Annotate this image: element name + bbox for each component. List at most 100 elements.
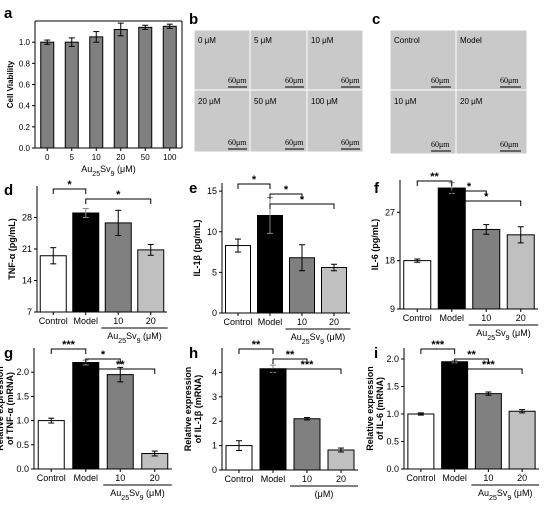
x-tick-label: Model [258,317,283,327]
significance-label: * [284,184,289,196]
y-tick-label: 0.2 [19,123,31,132]
y-tick-label: 1.5 [16,391,29,401]
panel-label-c: c [372,11,380,28]
micrograph-label: 20 μM [460,97,483,106]
y-axis-label: of IL-6 (mRNA) [375,377,385,440]
scale-bar-label: 60μm [500,140,519,149]
bar [37,420,65,470]
x-tick-label: 5 [70,153,75,162]
significance-bracket [238,348,274,354]
significance-bracket [85,368,156,374]
micrograph-tile [389,89,457,155]
x-tick-label: Model [73,473,98,483]
significance-label: ** [467,349,476,361]
y-tick-label: 1.0 [386,409,399,419]
group-label: Au25Sv9 (μM) [110,488,164,502]
group-label: Au25Sv9 (μM) [291,332,345,346]
scale-bar-label: 60μm [285,138,304,147]
panel-label-b: b [189,11,198,28]
significance-bracket [416,180,453,186]
y-axis-label: Relative expression [0,366,5,451]
group-label-part: 9 [320,339,324,346]
y-tick-label: 15 [207,186,217,196]
group-label-part: Sv [495,328,506,338]
x-tick-label: Model [261,474,286,484]
micrograph-label: 10 μM [311,36,334,45]
group-label-part: 25 [118,338,126,345]
x-tick-label: 20 [150,473,160,483]
y-tick-label: 28 [22,213,32,223]
chart-h: 0 1 2 3 4 Control Model 10 20(μM) Relative expres… [183,339,358,499]
y-axis-label: of IL-1β (mRNA) [193,375,203,443]
significance-label: ** [252,339,261,351]
y-tick-label: 1 [212,441,217,451]
y-axis-label: Relative expression [365,366,375,451]
x-tick-label: 10 [113,316,123,326]
micrograph-label: Model [460,36,482,45]
chart-a: 0.0 0.2 0.4 0.6 0.8 1.0 0 5 10 20 50 100 Au25Sv9 (μM… [6,20,183,178]
significance-bracket [85,198,152,204]
y-axis-label: IL-1β (pg/mL) [192,220,202,277]
micrograph-tile [249,29,308,91]
y-tick-label: 0.0 [19,144,31,153]
x-tick-label: Model [442,473,467,483]
group-label-part: (μM) [315,489,334,499]
x-tick-label: 50 [141,153,150,162]
group-label: Au25Sv9 (μM) [478,488,532,502]
micrograph-tile [306,89,364,153]
scale-bar-label: 60μm [285,76,304,85]
y-tick-label: 0.8 [19,59,31,68]
chart-i: 0.0 0.5 1.0 1.5 2.0 Control Model 10 20 Au25Sv9 (… [365,339,540,502]
x-axis-label-part: Sv [100,164,111,174]
scale-bar-label: 60μm [431,76,450,85]
group-label-part: 25 [487,335,495,342]
group-label-part: Au [110,488,121,498]
significance-bracket [454,368,523,374]
x-tick-label: Control [37,473,66,483]
panel-label-h: h [189,345,198,362]
bar [407,413,435,470]
y-tick-label: 14 [22,276,32,286]
x-tick-label: 0 [45,153,50,162]
chart-e: 0 5 10 15 Control Model 10 20 Au25Sv9 (μM) IL-1β … [192,174,351,346]
significance-bracket [85,358,121,364]
bar [162,25,177,149]
x-tick-label: 10 [92,153,101,162]
significance-bracket [451,200,522,206]
x-tick-label: Control [224,474,253,484]
group-label-part: Au [476,328,487,338]
panel-label-g: g [4,345,13,362]
y-tick-label: 9 [390,304,395,314]
panel-label-d: d [4,182,13,199]
group-label-part: 9 [140,495,144,502]
y-tick-label: 0 [212,465,217,475]
x-tick-label: Control [39,316,68,326]
panel-label-f: f [374,180,380,197]
scale-bar-label: 60μm [228,138,247,147]
y-tick-label: 3 [212,392,217,402]
group-label-part: Sv [126,331,137,341]
x-axis-label-part: Au [81,164,92,174]
y-axis-label: of TNF-α (mRNA) [5,372,15,445]
y-axis-label: Cell Viability [6,60,15,108]
group-label-part: 25 [302,339,310,346]
micrograph-tile [455,29,528,91]
bar [508,410,536,470]
y-tick-label: 0.5 [386,437,399,447]
x-tick-label: 100 [163,153,177,162]
y-axis-label: IL-6 (pg/mL) [370,219,380,271]
micrograph-grid-b: 0 μM 5 μM 10 μM 20 μM 50 μM 100 μM 60μm … [193,29,364,153]
significance-bracket [52,188,87,194]
y-tick-label: 1.0 [16,416,29,426]
group-label-part: Sv [129,488,140,498]
micrograph-grid-c: Control Model 10 μM 20 μM 60μm 60μm 60μm… [389,29,528,155]
bar [225,245,251,314]
bar [106,374,134,470]
x-tick-label: 20 [116,153,125,162]
bar [259,368,287,471]
y-axis-label: Relative expression [183,367,193,452]
y-tick-label: 0.0 [386,464,399,474]
group-label-part: Sv [497,488,508,498]
